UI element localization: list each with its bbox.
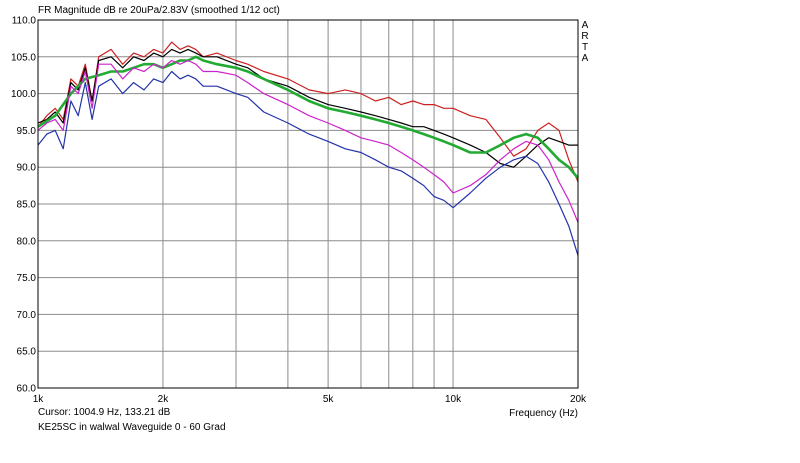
x-tick-label: 20k bbox=[570, 394, 587, 405]
y-tick-label: 90.0 bbox=[17, 163, 37, 174]
y-tick-label: 110.0 bbox=[12, 16, 37, 27]
x-tick-label: 5k bbox=[323, 394, 335, 405]
y-tick-label: 85.0 bbox=[17, 200, 37, 211]
y-tick-labels: 60.0 65.0 70.0 75.0 80.0 85.0 90.0 95.0 100.0 105… bbox=[11, 16, 36, 395]
brand-letter: A bbox=[582, 20, 589, 31]
series-line bbox=[37, 48, 578, 168]
y-tick-label: 100.0 bbox=[11, 89, 36, 100]
y-tick-label: 65.0 bbox=[17, 347, 37, 358]
x-tick-label: 2k bbox=[158, 394, 170, 405]
cursor-readout: Cursor: 1004.9 Hz, 133.21 dB bbox=[38, 407, 171, 418]
grid bbox=[37, 19, 579, 389]
chart-title: FR Magnitude dB re 20uPa/2.83V (smoothed… bbox=[38, 5, 280, 16]
series-line bbox=[37, 59, 579, 223]
y-tick-label: 95.0 bbox=[17, 126, 37, 137]
x-axis-label: Frequency (Hz) bbox=[509, 408, 578, 419]
y-tick-label: 70.0 bbox=[17, 310, 37, 321]
brand-letters: A R T A bbox=[581, 20, 588, 64]
x-tick-label: 1k bbox=[33, 394, 45, 405]
brand-letter: R bbox=[581, 31, 588, 42]
x-tick-label: 10k bbox=[445, 394, 462, 405]
y-tick-label: 75.0 bbox=[17, 273, 37, 284]
brand-letter: T bbox=[582, 42, 588, 53]
brand-letter: A bbox=[582, 53, 589, 64]
plot-frame bbox=[37, 19, 579, 389]
series-line bbox=[37, 70, 579, 256]
y-tick-label: 80.0 bbox=[17, 236, 37, 247]
y-tick-label: 60.0 bbox=[17, 384, 37, 395]
y-tick-label: 105.0 bbox=[11, 52, 36, 63]
series-lines bbox=[37, 41, 579, 256]
x-tick-labels: 1k 2k 5k 10k 20k bbox=[33, 394, 587, 405]
chart-caption: KE25SC in walwal Waveguide 0 - 60 Grad bbox=[38, 422, 226, 433]
